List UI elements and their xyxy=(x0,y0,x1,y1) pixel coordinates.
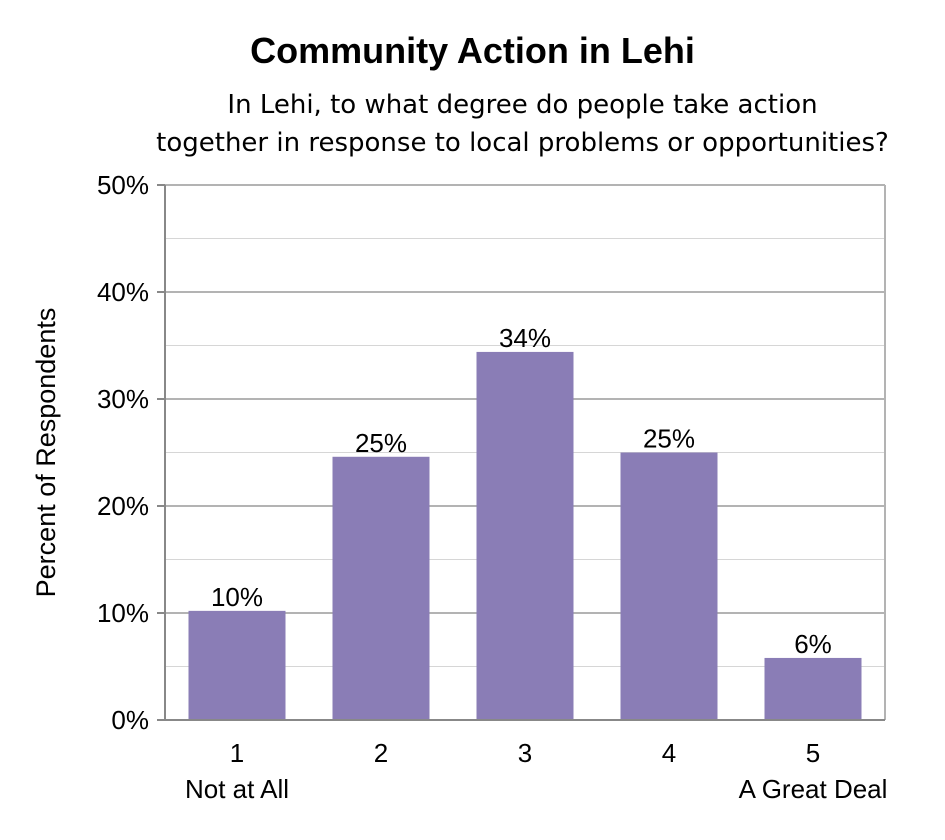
data-label: 25% xyxy=(643,424,695,454)
y-tick-label: 30% xyxy=(97,384,149,414)
chart-subtitle-line-1: In Lehi, to what degree do people take a… xyxy=(227,90,818,120)
x-category-sublabel: Not at All xyxy=(185,774,289,804)
bar xyxy=(332,456,430,720)
data-label: 34% xyxy=(499,323,551,353)
bar xyxy=(764,657,862,720)
data-labels: 10% 25% 34% 25% 6% xyxy=(211,323,832,659)
bar xyxy=(620,452,718,720)
bar xyxy=(188,610,286,720)
y-tick-label: 50% xyxy=(97,170,149,200)
y-tick-label: 0% xyxy=(111,705,149,735)
x-tick-label: 3 xyxy=(518,738,532,768)
chart-title: Community Action in Lehi xyxy=(250,30,695,71)
y-tick-label: 10% xyxy=(97,598,149,628)
chart-subtitle-line-2: together in response to local problems o… xyxy=(156,128,889,158)
x-tick-label: 2 xyxy=(374,738,388,768)
data-label: 25% xyxy=(355,428,407,458)
bars xyxy=(188,351,862,720)
chart-subtitle: In Lehi, to what degree do people take a… xyxy=(100,86,945,162)
y-tick-label: 40% xyxy=(97,277,149,307)
x-tick-label: 4 xyxy=(662,738,676,768)
y-axis-title: Percent of Respondents xyxy=(31,308,61,598)
axes: 0% 10% 20% 30% 40% 50% 1 Not at All 2 3 4 5 A Great … xyxy=(31,170,887,804)
x-tick-label: 1 xyxy=(230,738,244,768)
x-category-sublabel: A Great Deal xyxy=(739,774,888,804)
bar xyxy=(476,351,574,720)
y-tick-label: 20% xyxy=(97,491,149,521)
data-label: 6% xyxy=(794,629,832,659)
data-label: 10% xyxy=(211,582,263,612)
x-tick-label: 5 xyxy=(806,738,820,768)
